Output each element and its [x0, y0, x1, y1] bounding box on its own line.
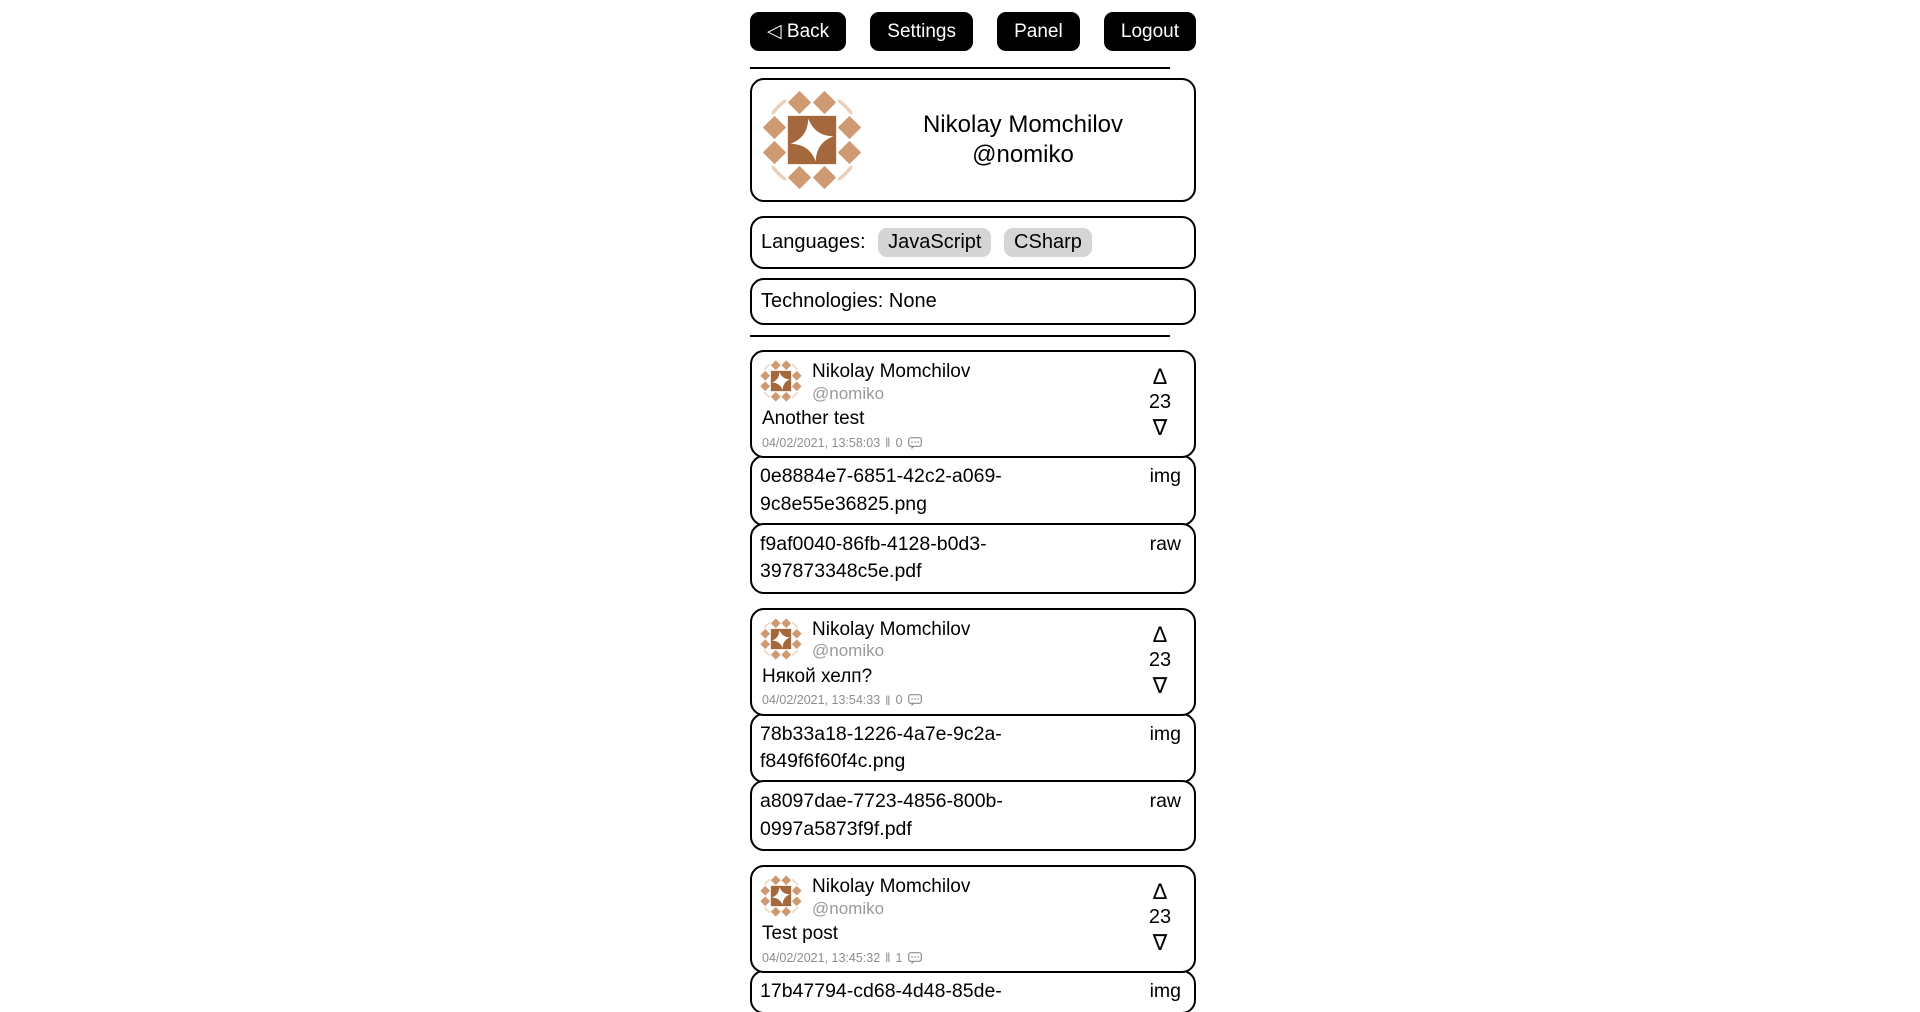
top-nav: ◁ Back Settings Panel Logout	[750, 12, 1196, 51]
avatar-identicon	[760, 360, 802, 402]
comment-bubble-icon	[907, 952, 922, 965]
attachment-type-label: raw	[1149, 532, 1181, 555]
attachment-type-label: img	[1149, 980, 1181, 1003]
comment-bubble-icon	[907, 694, 922, 707]
post-main: Nikolay Momchilov @nomiko Another test 0…	[760, 360, 1138, 450]
divider	[750, 67, 1170, 69]
post-identity: Nikolay Momchilov @nomiko	[812, 618, 970, 661]
downvote-button[interactable]: ∇	[1152, 415, 1168, 441]
post-identity: Nikolay Momchilov @nomiko	[812, 360, 970, 403]
profile-names: Nikolay Momchilov @nomiko	[862, 110, 1184, 170]
back-button[interactable]: ◁ Back	[750, 12, 847, 51]
upvote-button[interactable]: Δ	[1152, 621, 1168, 647]
attachment-row[interactable]: f9af0040-86fb-4128-b0d3-397873348c5e.pdf…	[750, 522, 1196, 594]
post-group: Nikolay Momchilov @nomiko Някой хелп? 04…	[750, 607, 1196, 852]
vote-count: 23	[1148, 906, 1172, 929]
downvote-button[interactable]: ∇	[1152, 672, 1168, 698]
post-handle: @nomiko	[812, 383, 885, 403]
post-text: Test post	[762, 923, 839, 945]
vote-column: Δ 23 ∇	[1138, 875, 1182, 965]
upvote-button[interactable]: Δ	[1152, 364, 1168, 389]
post-main: Nikolay Momchilov @nomiko Test post 04/0…	[760, 875, 1138, 965]
attachment-row[interactable]: 17b47794-cd68-4d48-85de- img	[750, 970, 1196, 1012]
attachment-type-label: raw	[1149, 790, 1181, 813]
post-card[interactable]: Nikolay Momchilov @nomiko Някой хелп? 04…	[750, 607, 1196, 716]
post-timestamp: 04/02/2021, 13:45:32	[762, 950, 881, 965]
post-timestamp: 04/02/2021, 13:58:03	[762, 435, 881, 450]
attachment-filename: 0e8884e7-6851-42c2-a069-9c8e55e36825.png	[760, 465, 1002, 515]
comment-count: 1	[895, 950, 903, 965]
post-text: Някой хелп?	[762, 665, 873, 687]
comment-count: 0	[895, 435, 903, 450]
vote-count: 23	[1148, 648, 1172, 671]
comment-bubble-icon	[907, 436, 922, 450]
post-header: Nikolay Momchilov @nomiko	[760, 360, 1138, 403]
meta-separator: ‖	[885, 692, 891, 708]
language-tag: CSharp	[1004, 228, 1092, 257]
attachment-type-label: img	[1149, 722, 1181, 745]
settings-button[interactable]: Settings	[870, 12, 973, 51]
attachment-row[interactable]: 78b33a18-1226-4a7e-9c2a-f849f6f60f4c.png…	[750, 712, 1196, 784]
post-card[interactable]: Nikolay Momchilov @nomiko Test post 04/0…	[750, 865, 1196, 974]
languages-tags: JavaScript CSharp	[866, 228, 1092, 257]
technologies-card: Technologies: None	[750, 278, 1196, 325]
post-handle: @nomiko	[812, 898, 885, 918]
upvote-button[interactable]: Δ	[1152, 879, 1168, 905]
post-header: Nikolay Momchilov @nomiko	[760, 617, 1138, 661]
vote-column: Δ 23 ∇	[1138, 360, 1182, 450]
divider	[750, 335, 1170, 337]
post-author: Nikolay Momchilov	[812, 361, 971, 382]
profile-card: Nikolay Momchilov @nomiko	[750, 78, 1196, 202]
languages-label: Languages:	[761, 231, 866, 253]
meta-separator: ‖	[885, 435, 891, 451]
posts-list: Nikolay Momchilov @nomiko Another test 0…	[750, 350, 1196, 1012]
vote-column: Δ 23 ∇	[1138, 618, 1182, 708]
profile-handle: @nomiko	[972, 141, 1074, 168]
attachment-filename: 78b33a18-1226-4a7e-9c2a-f849f6f60f4c.png	[760, 722, 1002, 773]
attachment-filename: 17b47794-cd68-4d48-85de-	[760, 980, 1002, 1003]
attachment-row[interactable]: 0e8884e7-6851-42c2-a069-9c8e55e36825.png…	[750, 455, 1196, 526]
profile-name: Nikolay Momchilov	[922, 111, 1124, 138]
avatar-identicon	[762, 90, 862, 190]
post-text: Another test	[762, 408, 865, 430]
profile-page: ◁ Back Settings Panel Logout	[750, 0, 1196, 1012]
attachment-filename: f9af0040-86fb-4128-b0d3-397873348c5e.pdf	[760, 532, 987, 583]
post-identity: Nikolay Momchilov @nomiko	[812, 875, 970, 918]
vote-count: 23	[1148, 391, 1172, 414]
post-meta: 04/02/2021, 13:45:32 ‖ 1	[762, 950, 1138, 965]
comment-count: 0	[895, 693, 903, 708]
post-timestamp: 04/02/2021, 13:54:33	[762, 693, 881, 708]
post-author: Nikolay Momchilov	[812, 876, 971, 898]
post-meta: 04/02/2021, 13:58:03 ‖ 0	[762, 435, 1138, 450]
meta-separator: ‖	[885, 950, 891, 966]
downvote-button[interactable]: ∇	[1152, 930, 1168, 956]
technologies-value: None	[888, 290, 937, 312]
panel-button[interactable]: Panel	[997, 12, 1080, 51]
post-handle: @nomiko	[812, 641, 885, 661]
attachment-row[interactable]: a8097dae-7723-4856-800b-0997a5873f9f.pdf…	[750, 780, 1196, 852]
post-meta: 04/02/2021, 13:54:33 ‖ 0	[762, 693, 1138, 708]
languages-card: Languages: JavaScript CSharp	[750, 216, 1196, 269]
technologies-label: Technologies:	[761, 290, 884, 312]
post-group: Nikolay Momchilov @nomiko Another test 0…	[750, 350, 1196, 594]
language-tag: JavaScript	[878, 228, 992, 257]
attachment-type-label: img	[1149, 465, 1181, 488]
post-header: Nikolay Momchilov @nomiko	[760, 875, 1138, 918]
post-main: Nikolay Momchilov @nomiko Някой хелп? 04…	[760, 617, 1138, 708]
logout-button[interactable]: Logout	[1103, 12, 1196, 51]
attachment-filename: a8097dae-7723-4856-800b-0997a5873f9f.pdf	[760, 790, 1003, 840]
post-card[interactable]: Nikolay Momchilov @nomiko Another test 0…	[750, 350, 1196, 459]
post-group: Nikolay Momchilov @nomiko Test post 04/0…	[750, 865, 1196, 1012]
post-author: Nikolay Momchilov	[812, 618, 971, 640]
avatar-identicon	[760, 875, 802, 917]
avatar-identicon	[760, 617, 802, 660]
